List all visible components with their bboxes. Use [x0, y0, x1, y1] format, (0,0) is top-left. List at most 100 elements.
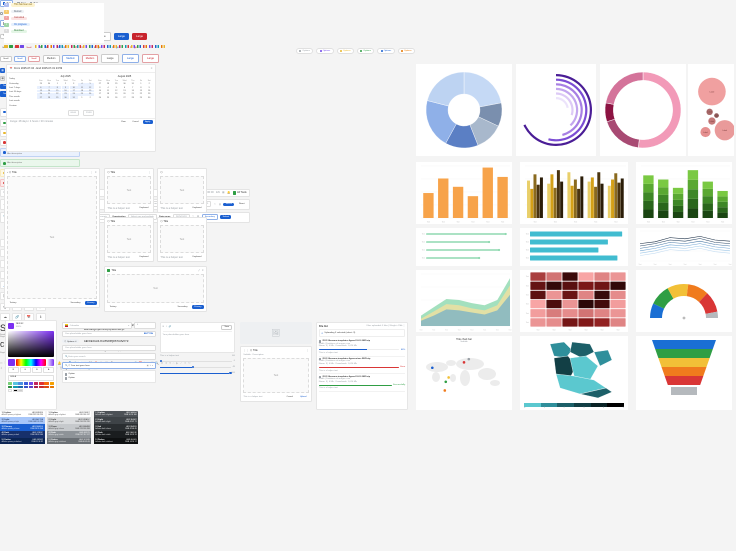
option-chip[interactable]: Options	[296, 48, 314, 54]
channel-A[interactable]: A	[43, 367, 54, 374]
calendar-day[interactable]: 22	[139, 93, 143, 96]
slider-track[interactable]	[160, 371, 232, 375]
search-input-form[interactable]: 🔍 Enter your search	[62, 352, 156, 360]
palette-swatch[interactable]	[18, 382, 23, 386]
calendar-day[interactable]: 8	[140, 86, 142, 89]
tertiary-button[interactable]: Tertiary	[9, 302, 17, 305]
calendar-day[interactable]: 6	[123, 86, 126, 89]
calendar-preset[interactable]: Last month	[9, 100, 20, 103]
palette-swatch[interactable]	[18, 389, 23, 392]
palette-swatch[interactable]	[13, 385, 18, 389]
palette-swatch[interactable]	[13, 382, 18, 386]
calendar-day[interactable]: 17	[98, 93, 101, 96]
bell-icon[interactable]: 🔔	[226, 191, 231, 195]
hue-slider[interactable]	[16, 358, 46, 366]
more-icon[interactable]: ⋮	[90, 171, 93, 175]
calendar-day[interactable]: 1	[81, 96, 83, 99]
calendar-day[interactable]: 31	[69, 96, 78, 99]
drag-handle-icon[interactable]: ⋮⋮	[243, 349, 249, 352]
channel-G[interactable]: G	[19, 367, 31, 374]
calendar-day[interactable]: 10	[69, 86, 78, 90]
calendar-day[interactable]: 25	[106, 96, 110, 99]
calendar-day[interactable]: 19	[86, 89, 94, 93]
calendar-day[interactable]: 31	[131, 83, 134, 86]
calendar-day[interactable]: 25	[78, 92, 86, 96]
button-small[interactable]: Small	[14, 55, 26, 62]
calendar-day[interactable]: 18	[78, 89, 86, 93]
calendar-day[interactable]: 30	[61, 96, 70, 99]
calendar-day[interactable]: 1	[56, 83, 58, 86]
country-select[interactable]: Colombia ▾	[62, 322, 133, 329]
calendar-day[interactable]: 29	[39, 83, 42, 86]
calendar-day[interactable]: 26	[86, 92, 94, 96]
calendar-day[interactable]: 20	[37, 92, 45, 96]
button-large[interactable]: Large	[121, 54, 140, 64]
close-icon[interactable]: ✕	[201, 269, 204, 273]
calendar-day[interactable]: 12	[86, 86, 94, 90]
saturation-area[interactable]	[8, 330, 54, 357]
calendar-day[interactable]: 13	[37, 89, 45, 93]
save-icon-2[interactable]: ▤	[197, 215, 199, 218]
calendar-day[interactable]: 7	[132, 86, 134, 89]
checkbox-icon[interactable]	[64, 373, 68, 376]
calendar-preset[interactable]: Yesterday	[9, 82, 19, 85]
palette-swatch[interactable]	[18, 385, 23, 389]
cancel-button[interactable]: Cancel	[286, 396, 294, 399]
calendar-day[interactable]: 21	[45, 92, 53, 96]
calendar-day[interactable]: 27	[98, 83, 101, 86]
palette-swatch[interactable]	[23, 382, 28, 386]
palette-swatch[interactable]	[8, 389, 13, 392]
calendar-day[interactable]: 9	[148, 86, 150, 89]
calendar-day[interactable]: 23	[61, 92, 70, 96]
quantity-stepper[interactable]: 4	[134, 322, 156, 329]
button-large[interactable]: Large	[101, 54, 120, 64]
tertiary-button[interactable]: Tertiary	[109, 306, 117, 309]
calendar-day[interactable]: 2	[64, 83, 67, 86]
calendar-day[interactable]: 23	[148, 93, 151, 96]
calendar-day[interactable]: 1	[140, 83, 142, 86]
placeholder-input-1[interactable]: Your placeholder goes here BUTTON	[62, 330, 156, 337]
calendar-day[interactable]: 3	[73, 83, 75, 86]
button-medium[interactable]: Medium	[62, 54, 80, 63]
card-action[interactable]: Keyboard	[192, 256, 202, 259]
color-mode-select[interactable]: HSLA	[8, 374, 54, 381]
secondary-button[interactable]: Secondary	[177, 306, 188, 309]
calendar-day[interactable]: 29	[115, 83, 118, 86]
palette-swatch[interactable]	[33, 385, 39, 389]
calendar-day[interactable]: 4	[107, 86, 109, 89]
calendar-day[interactable]: 21	[131, 93, 134, 96]
time-start-input[interactable]: 00:00	[67, 109, 79, 116]
clear-icon[interactable]: ▣ ✕ ▾	[146, 364, 153, 367]
button-medium[interactable]: Medium	[81, 54, 99, 63]
current-color-swatch[interactable]	[8, 323, 14, 329]
calendar-day[interactable]: 24	[98, 96, 101, 99]
calendar-day[interactable]: 26	[115, 96, 118, 99]
calendar-day[interactable]: 13	[123, 89, 126, 92]
primary-button[interactable]: Primary	[85, 301, 97, 305]
apply-button[interactable]: Apply	[142, 120, 153, 124]
reset-button[interactable]: Reset	[236, 202, 247, 207]
chevron-down-icon[interactable]: ▾	[128, 325, 130, 327]
calendar-day[interactable]: 9	[61, 86, 70, 90]
palette-swatch[interactable]	[49, 382, 54, 386]
palette-swatch[interactable]	[28, 385, 34, 389]
calendar-day[interactable]: 2	[148, 83, 150, 86]
calendar-preset[interactable]: Last 7 days	[9, 87, 21, 90]
dropdown-option[interactable]: Option	[64, 372, 154, 376]
palette-swatch[interactable]	[28, 382, 34, 386]
calendar-preset[interactable]: Last 30 days	[9, 91, 22, 94]
slider-track[interactable]	[160, 365, 231, 369]
calendar-day[interactable]: 28	[45, 96, 53, 99]
color-picker[interactable]: 7B2FF2 100% R G B A HSLA	[5, 320, 57, 410]
button-small[interactable]: Small	[26, 46, 32, 49]
dropdown-option[interactable]: Option	[64, 377, 154, 381]
channel-B[interactable]: B	[31, 367, 43, 374]
checkbox-icon[interactable]	[318, 340, 322, 343]
primary-button[interactable]: Primary	[192, 305, 204, 309]
grid-icon[interactable]: ▦	[0, 68, 5, 74]
chip[interactable]: ⬡ Options ✕	[62, 339, 80, 344]
calendar-day[interactable]: 28	[106, 83, 110, 86]
submit-button[interactable]: Submit	[220, 215, 232, 219]
button-medium[interactable]: Medium	[42, 54, 60, 63]
card-action[interactable]: Keyboard	[139, 207, 149, 210]
